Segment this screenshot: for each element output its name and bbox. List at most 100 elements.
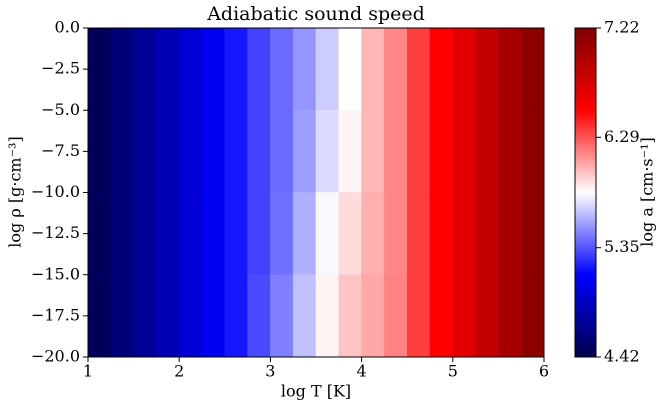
heat-cell [338,192,362,276]
y-tick-label: −12.5 [31,223,80,242]
heat-cell [452,274,476,358]
heatmap [87,27,545,358]
heat-cell [224,109,248,193]
heat-cell [315,109,340,193]
heat-cell [475,109,499,193]
heat-cell [338,274,362,358]
colorbar-tick-label: 5.35 [604,237,640,256]
heat-cell [315,27,340,111]
y-tick-label: −5.0 [41,100,80,119]
y-tick-label: −2.5 [41,59,80,78]
heat-cell [292,274,317,358]
heat-cell [475,192,499,276]
x-tick-label: 5 [448,362,458,381]
heat-cell [156,274,180,358]
heat-cell [292,109,317,193]
heat-cell [429,192,454,276]
heat-cell [156,192,180,276]
y-tick-label: −17.5 [31,305,80,324]
heat-cell [270,192,294,276]
y-axis-label: log ρ [g·cm⁻³] [6,136,25,247]
heat-cell [201,27,226,111]
heat-cell [475,274,499,358]
heat-cell [315,192,340,276]
heat-cell [133,27,157,111]
x-tick-label: 2 [174,362,184,381]
y-tick-label: 0.0 [55,18,80,37]
heat-cell [133,274,157,358]
heat-cell [270,109,294,193]
heat-cell [361,109,385,193]
colorbar-tick-label: 6.29 [604,127,640,146]
heat-cell [224,192,248,276]
heat-cell [224,274,248,358]
colorbar [574,27,597,358]
heat-cell [498,27,522,111]
heat-cell [87,27,112,111]
heat-cell [384,109,408,193]
heat-cell [110,274,134,358]
heat-cell [452,27,476,111]
heat-cell [361,192,385,276]
y-tick-label: −10.0 [31,182,80,201]
chart-title: Adiabatic sound speed [206,3,425,25]
y-tick-label: −7.5 [41,141,80,160]
heat-cell [520,109,545,193]
heat-cell [315,274,340,358]
heat-cell [178,192,203,276]
heat-cell [429,27,454,111]
heat-cell [247,192,271,276]
heat-cell [498,192,522,276]
heat-cell [178,27,203,111]
heat-cell [452,192,476,276]
x-tick-label: 6 [539,362,549,381]
heat-cell [110,192,134,276]
heat-cell [406,27,431,111]
heat-cell [201,109,226,193]
heat-cell [133,192,157,276]
heat-cell [156,27,180,111]
heat-cell [475,27,499,111]
heat-cell [498,274,522,358]
heat-cell [520,27,545,111]
heat-cell [384,192,408,276]
heat-cell [201,192,226,276]
heat-cell [178,274,203,358]
heat-cell [247,274,271,358]
heat-cell [87,109,112,193]
heat-cell [270,274,294,358]
heat-cell [384,27,408,111]
heat-cell [429,274,454,358]
y-tick-label: −15.0 [31,264,80,283]
heat-cell [338,109,362,193]
heat-cell [406,192,431,276]
heat-cell [361,27,385,111]
x-tick-label: 4 [357,362,367,381]
heat-cell [361,274,385,358]
heat-cell [87,192,112,276]
heat-cell [520,192,545,276]
heat-cell [406,109,431,193]
heat-cell [156,109,180,193]
heat-cell [292,192,317,276]
heat-cell [270,27,294,111]
heat-cell [292,27,317,111]
heat-cell [178,109,203,193]
heat-cell [87,274,112,358]
heat-cell [133,109,157,193]
heat-cell [201,274,226,358]
heat-cell [110,27,134,111]
x-tick-label: 3 [265,362,275,381]
x-axis-label: log T [K] [281,382,351,401]
x-tick-label: 1 [83,362,93,381]
heat-cell [338,27,362,111]
heat-cell [247,109,271,193]
heat-cell [498,109,522,193]
heat-cell [429,109,454,193]
heat-cell [247,27,271,111]
heat-cell [224,27,248,111]
colorbar-tick-label: 4.42 [604,347,640,366]
colorbar-label: log a [cm·s⁻¹] [638,137,657,246]
heat-cell [110,109,134,193]
